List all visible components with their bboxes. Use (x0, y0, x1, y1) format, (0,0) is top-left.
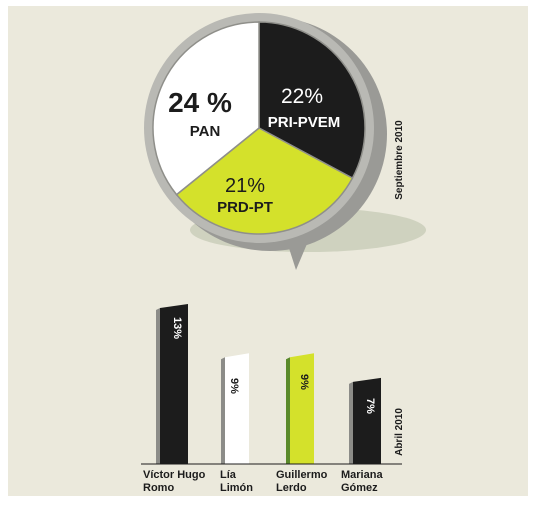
category-label-0-line2: Romo (143, 482, 174, 494)
category-label-2-line2: Lerdo (276, 482, 307, 494)
pie-slices (152, 21, 366, 235)
bar-3 (353, 377, 381, 464)
category-label-3-line2: Gómez (341, 482, 378, 494)
bar-value-label-2: 9% (298, 374, 310, 390)
bar-0 (160, 304, 188, 464)
bar-value-label-0: 13% (171, 317, 183, 339)
pie-slice-pan (152, 21, 260, 196)
pie-label-value-prd-pt: 21% (225, 175, 265, 197)
pie-label-name-prd-pt: PRD-PT (217, 199, 273, 216)
bar-date-label: Abril 2010 (394, 408, 405, 456)
bar-side-2 (286, 357, 290, 464)
pie-slice-prd-pt (175, 127, 354, 235)
bar-side-1 (221, 357, 225, 464)
pie-label-value-pri-pvem: 22% (281, 85, 323, 108)
category-label-0-line1: Víctor Hugo (143, 469, 206, 481)
pie-labels: 22% PRI-PVEM 21% PRD-PT 24 % PAN (168, 85, 340, 216)
bar-2 (290, 353, 314, 464)
pie-label-name-pan: PAN (190, 123, 221, 140)
category-label-3-line1: Mariana (341, 469, 383, 481)
bar-side-3 (349, 381, 353, 464)
bar-value-label-3: 7% (364, 398, 376, 414)
pie-chart: 22% PRI-PVEM 21% PRD-PT 24 % PAN Septiem… (144, 13, 426, 270)
category-label-1-line1: Lía (220, 469, 237, 481)
bar-chart: 13% 9% 9% 7% Abril 2010 Víctor Hugo Romo… (141, 304, 405, 494)
bar-value-labels: 13% 9% 9% 7% (171, 317, 376, 414)
pie-label-name-pri-pvem: PRI-PVEM (268, 114, 341, 131)
bar-category-labels: Víctor Hugo Romo Lía Limón Guillermo Ler… (143, 469, 383, 494)
pie-slice-pri-pvem (258, 21, 366, 180)
bar-1 (225, 353, 249, 464)
bar-side-0 (156, 308, 160, 464)
pie-date-label: Septiembre 2010 (394, 120, 405, 200)
category-label-2-line1: Guillermo (276, 469, 328, 481)
bars (156, 304, 381, 464)
category-label-1-line2: Limón (220, 482, 253, 494)
bar-value-label-1: 9% (228, 378, 240, 394)
pie-label-value-pan: 24 % (168, 87, 232, 118)
